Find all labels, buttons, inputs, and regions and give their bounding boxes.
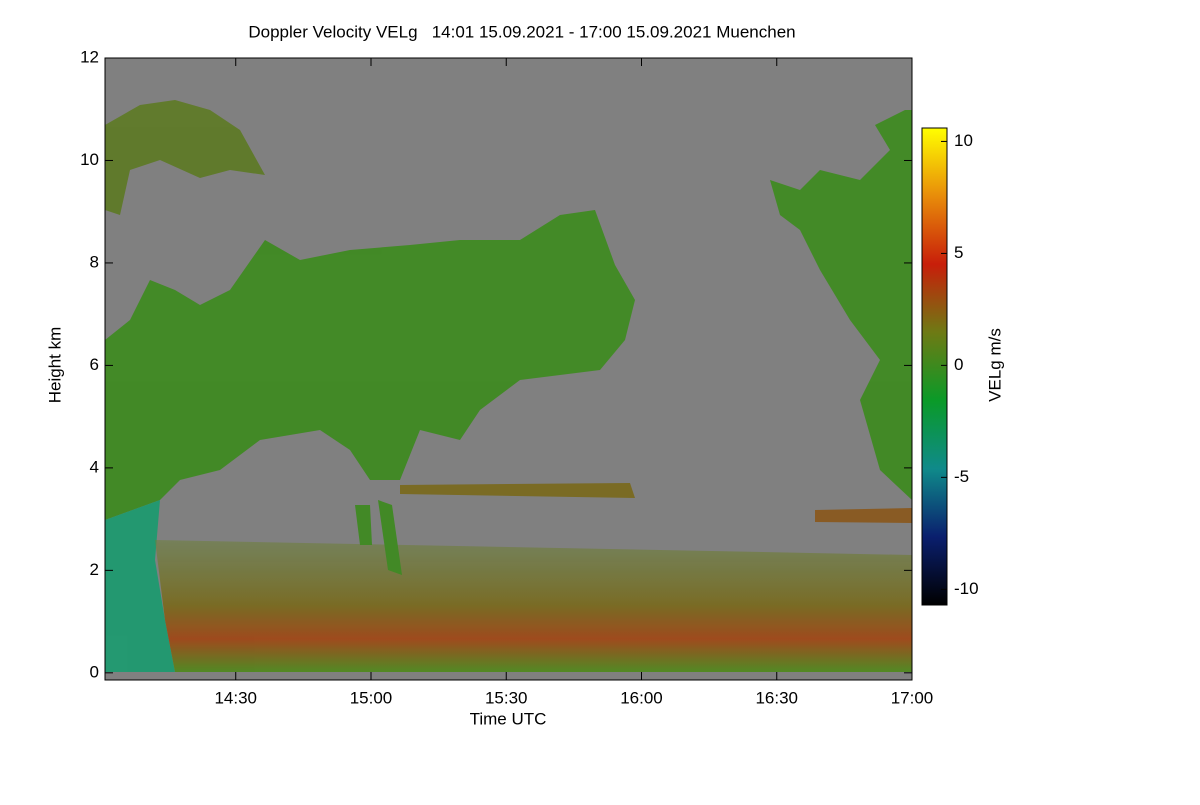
colorbar-tick-label: 0 [954, 355, 963, 374]
y-tick-label: 6 [90, 355, 99, 374]
y-tick-label: 12 [80, 47, 99, 66]
y-tick-label: 0 [90, 662, 99, 681]
y-tick-label: 8 [90, 252, 99, 271]
colorbar-label: VELg m/s [985, 328, 1004, 402]
x-tick-label: 15:30 [485, 688, 528, 707]
y-tick-label: 10 [80, 150, 99, 169]
echo-region [155, 540, 912, 672]
y-axis-label: Height km [45, 327, 64, 404]
chart-title: Doppler Velocity VELg 14:01 15.09.2021 -… [248, 22, 795, 41]
colorbar-tick-label: -10 [954, 579, 979, 598]
y-tick-label: 4 [90, 457, 99, 476]
x-tick-label: 16:00 [620, 688, 663, 707]
echo-region [815, 508, 912, 523]
colorbar [921, 127, 948, 606]
echo-regions [105, 100, 912, 672]
colorbar-tick-label: -5 [954, 467, 969, 486]
y-tick-label: 2 [90, 560, 99, 579]
echo-region [105, 500, 175, 672]
colorbar-tick-label: 5 [954, 243, 963, 262]
echo-region [770, 110, 912, 500]
echo-region [355, 500, 402, 575]
x-axis-label: Time UTC [470, 709, 547, 728]
echo-region [105, 210, 635, 520]
x-tick-label: 17:00 [891, 688, 934, 707]
echo-region [400, 483, 635, 498]
x-tick-label: 15:00 [350, 688, 393, 707]
plot-frame [104, 57, 913, 681]
echo-region [105, 100, 265, 215]
x-tick-label: 16:30 [755, 688, 798, 707]
colorbar-tick-label: 10 [954, 131, 973, 150]
x-tick-label: 14:30 [214, 688, 257, 707]
